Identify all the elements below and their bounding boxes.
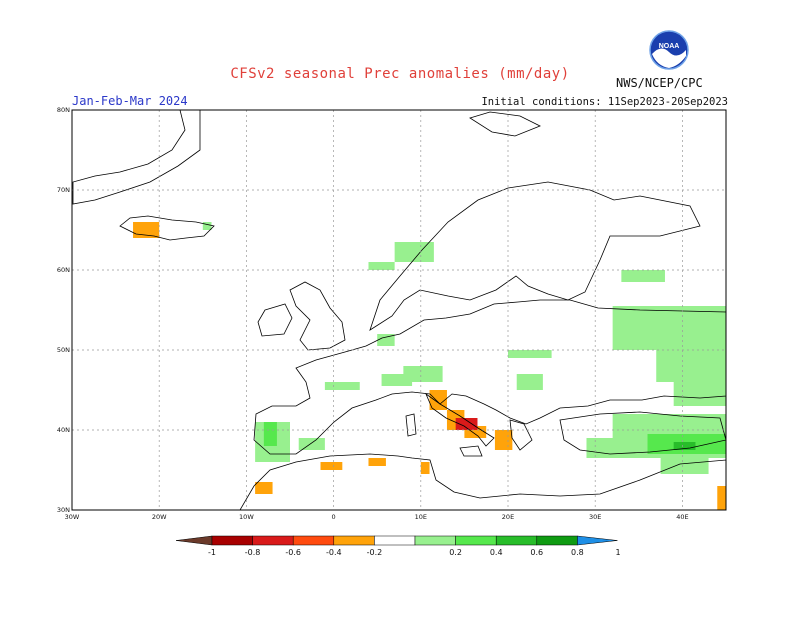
anomaly-cell-positive-medium-0 xyxy=(263,422,277,446)
anomaly-cell-positive-light-16 xyxy=(368,262,395,270)
anomaly-cell-positive-light-15 xyxy=(394,242,434,262)
coastline-north-africa xyxy=(239,453,727,511)
lon-tick-label: 10W xyxy=(239,513,254,521)
anomaly-cell-positive-light-14 xyxy=(377,334,395,346)
anomaly-cell-negative-medium-0 xyxy=(455,418,478,430)
colorbar-label: 1 xyxy=(615,548,620,557)
anomaly-cell-positive-light-6 xyxy=(660,458,709,474)
coastline-mainland-europe xyxy=(253,299,727,455)
lat-tick-label: 60N xyxy=(57,266,70,274)
anomaly-cell-positive-light-11 xyxy=(324,382,360,390)
anomaly-cell-negative-light-0 xyxy=(133,222,160,238)
anomaly-cell-positive-light-0 xyxy=(621,270,665,282)
coastline-britain xyxy=(289,281,346,351)
coastline-italy xyxy=(425,392,495,447)
lat-tick-label: 80N xyxy=(57,106,70,114)
forecast-period: Jan-Feb-Mar 2024 xyxy=(72,94,188,108)
lon-tick-label: 10E xyxy=(415,513,427,521)
colorbar-segment-4 xyxy=(333,535,375,546)
coastline-greece xyxy=(509,419,533,451)
anomaly-cell-positive-light-3 xyxy=(673,378,726,406)
anomaly-cell-positive-light-17 xyxy=(202,222,212,230)
colorbar-label: 0.6 xyxy=(530,548,543,557)
coastline-sardinia xyxy=(405,413,417,437)
coastline-turkey xyxy=(559,411,727,455)
lon-tick-label: 30E xyxy=(589,513,601,521)
anomaly-cell-positive-light-12 xyxy=(516,374,543,390)
lon-tick-label: 0 xyxy=(332,513,336,521)
lat-tick-label: 30N xyxy=(57,506,70,514)
lon-tick-label: 30W xyxy=(65,513,80,521)
noaa-logo-text: NOAA xyxy=(659,43,680,50)
lon-tick-label: 20E xyxy=(502,513,514,521)
lat-tick-label: 40N xyxy=(57,426,70,434)
coastline-iceland xyxy=(119,215,215,241)
initial-conditions: Initial conditions: 11Sep2023-20Sep2023 xyxy=(481,96,728,108)
colorbar-label: 0.8 xyxy=(571,548,584,557)
colorbar-segment-1 xyxy=(211,535,253,546)
colorbar-label: -1 xyxy=(208,548,216,557)
coastline-ireland xyxy=(257,303,293,337)
colorbar-label: 0.4 xyxy=(490,548,503,557)
colorbar-label: -0.8 xyxy=(245,548,261,557)
lon-tick-label: 20W xyxy=(152,513,167,521)
anomaly-cell-positive-light-10 xyxy=(381,374,413,386)
agency-label: NWS/NCEP/CPC xyxy=(616,76,703,90)
map-frame xyxy=(71,109,727,511)
colorbar-label: -0.6 xyxy=(285,548,301,557)
coastlines xyxy=(72,109,727,511)
lat-tick-label: 70N xyxy=(57,186,70,194)
lon-tick-label: 40E xyxy=(676,513,688,521)
colorbar-low-arrow xyxy=(175,535,213,546)
colorbar-label: -0.2 xyxy=(367,548,383,557)
anomaly-cell-negative-light-4 xyxy=(494,430,513,450)
coastline-sicily xyxy=(459,445,483,457)
colorbar-label: -0.4 xyxy=(326,548,342,557)
anomaly-cell-negative-light-8 xyxy=(255,482,273,494)
colorbar-segment-2 xyxy=(252,535,294,546)
anomaly-cell-positive-light-13 xyxy=(508,350,552,358)
grid-lines xyxy=(72,110,726,510)
colorbar-label: 0.2 xyxy=(449,548,462,557)
anomaly-cell-negative-light-9 xyxy=(717,486,726,510)
colorbar: -1 -0.8 -0.6 -0.4 -0.2 0.2 0.4 0.6 0.8 1 xyxy=(175,535,621,557)
anomaly-cell-negative-light-1 xyxy=(429,390,447,410)
colorbar-segment-5 xyxy=(374,535,416,546)
colorbar-segment-3 xyxy=(292,535,335,546)
anomaly-cell-positive-light-2 xyxy=(656,342,726,382)
coastline-scandinavia xyxy=(369,181,701,331)
colorbar-segment-9 xyxy=(536,535,578,546)
anomaly-cell-negative-light-5 xyxy=(420,462,430,474)
anomaly-cell-positive-dark-0 xyxy=(673,442,696,450)
coastline-svalbard xyxy=(469,111,541,137)
colorbar-segment-8 xyxy=(495,535,538,546)
anomaly-cell-positive-light-8 xyxy=(298,438,325,450)
lat-tick-label: 50N xyxy=(57,346,70,354)
anomaly-fills xyxy=(133,222,726,510)
chart-title: CFSv2 seasonal Prec anomalies (mm/day) xyxy=(230,66,570,82)
colorbar-segment-7 xyxy=(455,535,497,546)
anomaly-cell-positive-light-9 xyxy=(403,366,443,382)
anomaly-cell-negative-light-7 xyxy=(368,458,386,466)
anomaly-cell-negative-light-6 xyxy=(320,462,343,470)
colorbar-segment-6 xyxy=(414,535,456,546)
noaa-logo: NOAA xyxy=(649,30,689,74)
colorbar-high-arrow xyxy=(577,535,618,546)
